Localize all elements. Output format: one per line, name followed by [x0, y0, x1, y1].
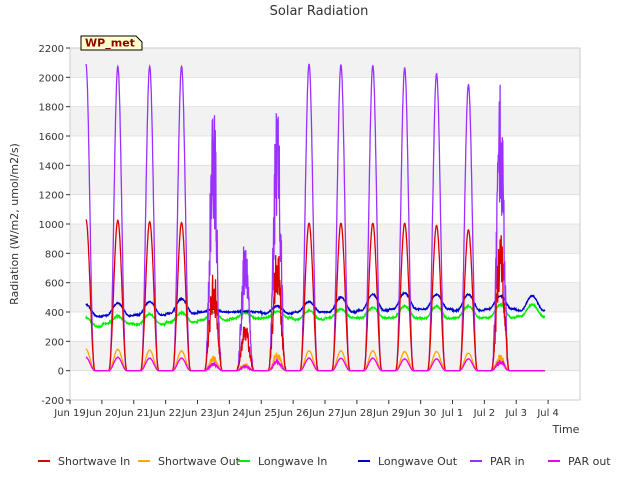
- x-tick-label: Jun 30: [404, 408, 437, 419]
- x-tick-label: Jun 29: [372, 408, 405, 419]
- plot-band: [70, 224, 580, 254]
- chart-title: Solar Radiation: [270, 4, 369, 19]
- x-tick-label: Jun 24: [213, 408, 246, 419]
- y-axis: -200 0 200 400 600 800 1000 1200 1400 1600 1800 200…: [39, 44, 70, 407]
- legend-label-shortwave-out: Shortwave Out: [158, 455, 241, 468]
- x-tick-label: Jul 2: [473, 408, 496, 419]
- y-tick-label: 1800: [39, 103, 64, 114]
- y-tick-label: 1000: [39, 220, 64, 231]
- legend-label-par-in: PAR in: [490, 455, 525, 468]
- x-tick-label: Jul 4: [536, 408, 559, 419]
- legend-label-par-out: PAR out: [568, 455, 611, 468]
- x-axis: Jun 19 Jun 20 Jun 21 Jun 22 Jun 23 Jun 24 Jun …: [53, 400, 559, 419]
- x-tick-label: Jun 23: [181, 408, 214, 419]
- plot-band: [70, 165, 580, 195]
- y-tick-label: 400: [45, 308, 64, 319]
- x-tick-label: Jul 3: [504, 408, 527, 419]
- y-tick-label: 800: [45, 249, 64, 260]
- x-tick-label: Jun 22: [149, 408, 182, 419]
- x-axis-label: Time: [552, 423, 580, 436]
- y-axis-label: Radiation (W/m2, umol/m2/s): [8, 143, 21, 305]
- y-tick-label: 1400: [39, 161, 64, 172]
- x-tick-label: Jun 21: [117, 408, 150, 419]
- legend: Shortwave In Shortwave Out Longwave In Long…: [38, 455, 611, 468]
- annotation-box: [80, 35, 143, 51]
- y-tick-label: 1200: [39, 191, 64, 202]
- legend-label-longwave-in: Longwave In: [258, 455, 327, 468]
- y-tick-label: 0: [58, 367, 64, 378]
- annotation-label: WP_met: [85, 37, 135, 50]
- plot-band: [70, 48, 580, 78]
- y-tick-label: 1600: [39, 132, 64, 143]
- y-tick-label: 200: [45, 337, 64, 348]
- y-tick-label: -200: [41, 396, 64, 407]
- x-tick-label: Jun 27: [308, 408, 341, 419]
- y-tick-label: 2200: [39, 44, 64, 55]
- series-line-par-out: [85, 356, 545, 372]
- x-tick-label: Jun 19: [53, 408, 86, 419]
- legend-label-longwave-out: Longwave Out: [378, 455, 458, 468]
- legend-label-shortwave-in: Shortwave In: [58, 455, 130, 468]
- y-tick-label: 600: [45, 279, 64, 290]
- x-tick-label: Jun 20: [85, 408, 118, 419]
- site-annotation: WP_met: [80, 35, 143, 51]
- x-tick-label: Jun 26: [276, 408, 309, 419]
- x-tick-label: Jun 25: [244, 408, 277, 419]
- x-tick-label: Jun 28: [340, 408, 373, 419]
- plot-band: [70, 106, 580, 136]
- series-layer: [85, 63, 546, 372]
- x-tick-label: Jul 1: [441, 408, 464, 419]
- y-tick-label: 2000: [39, 73, 64, 84]
